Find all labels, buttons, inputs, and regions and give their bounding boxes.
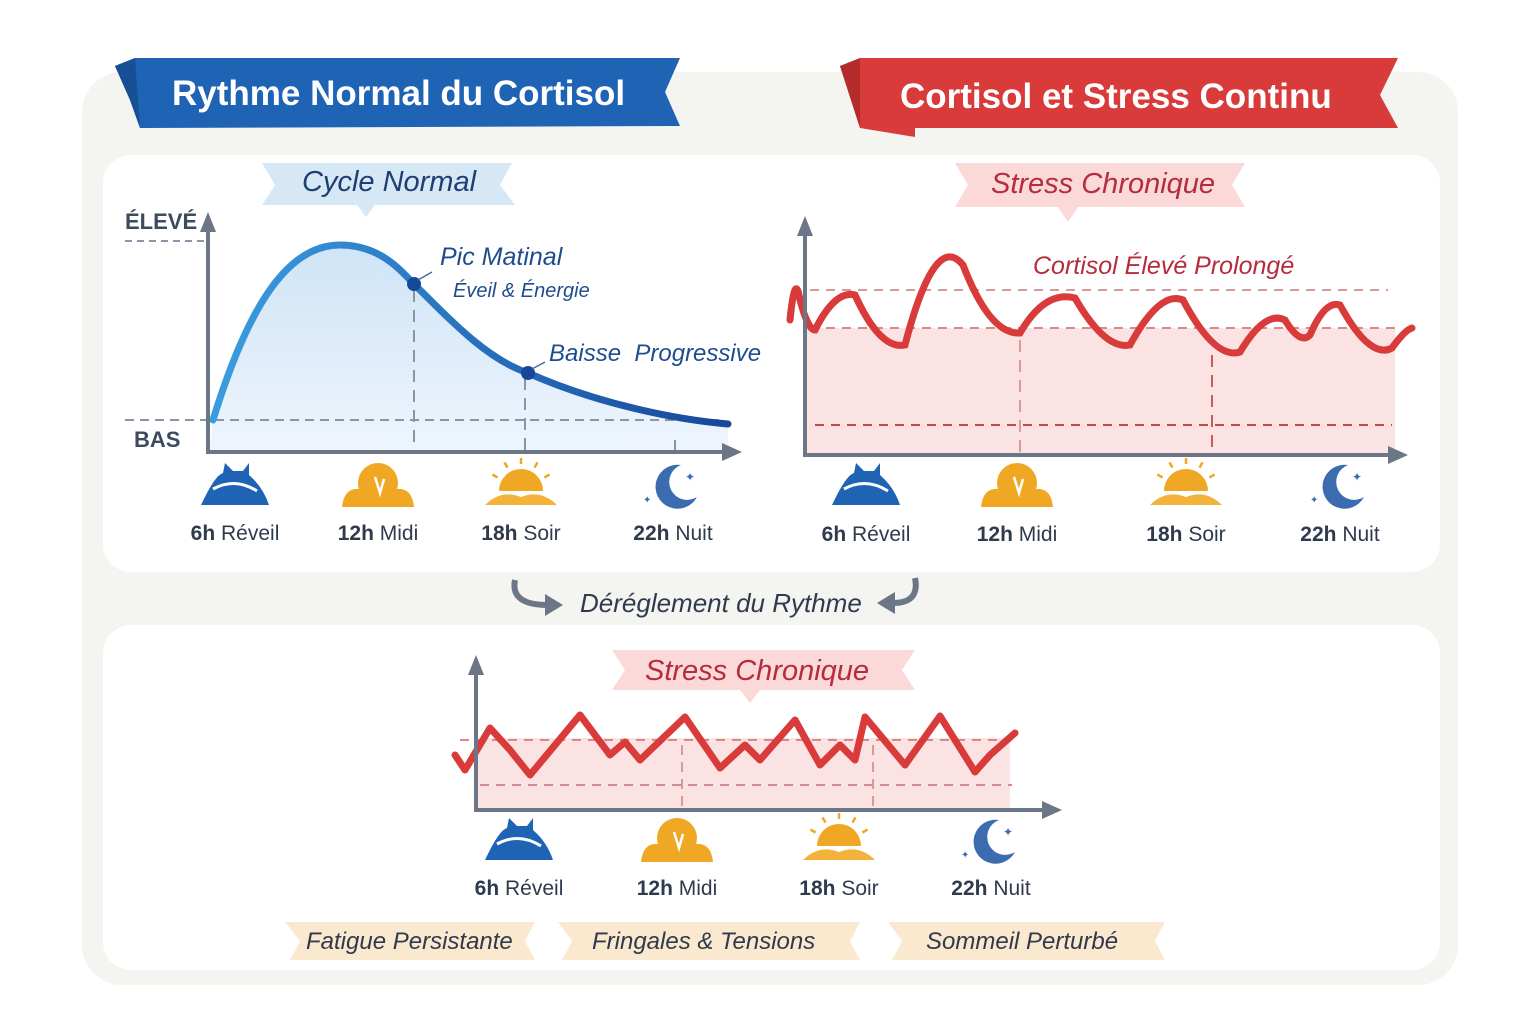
- left-title-ribbon: [115, 58, 680, 128]
- period-label: Soir: [523, 522, 561, 545]
- time-label: 22h Nuit: [1295, 523, 1385, 547]
- midday-sun-icon: [342, 463, 414, 507]
- waking-icon: [832, 463, 900, 505]
- hour-label: 22h: [951, 877, 988, 900]
- stress-label-top: Stress Chronique: [991, 168, 1216, 200]
- tag-fringales: [558, 922, 860, 960]
- tag-fatigue-label: Fatigue Persistante: [306, 928, 513, 955]
- svg-text:✦: ✦: [643, 495, 651, 506]
- svg-text:✦: ✦: [1003, 825, 1013, 839]
- hour-label: 12h: [976, 523, 1013, 546]
- waking-icon: [201, 463, 269, 505]
- svg-text:✦: ✦: [961, 850, 969, 861]
- hour-label: 6h: [190, 522, 216, 545]
- hour-label: 22h: [633, 522, 670, 545]
- decline-annotation: Baisse Progressive: [549, 340, 762, 367]
- y-high-label: ÉLEVÉ: [125, 209, 198, 234]
- moon-icon: ✦✦: [961, 819, 1015, 864]
- y-low-label: BAS: [134, 427, 181, 452]
- time-label: 12h Midi: [632, 877, 722, 901]
- sunset-icon: [803, 813, 875, 860]
- period-label: Réveil: [505, 877, 564, 900]
- peak-annotation-sub: Éveil & Énergie: [453, 280, 590, 302]
- period-label: Réveil: [221, 522, 280, 545]
- hour-label: 18h: [1146, 523, 1183, 546]
- period-label: Soir: [1188, 523, 1226, 546]
- svg-text:✦: ✦: [1310, 495, 1318, 506]
- period-label: Midi: [678, 877, 718, 900]
- time-label: 6h Réveil: [474, 877, 564, 901]
- period-label: Midi: [1018, 523, 1058, 546]
- time-label: 18h Soir: [1141, 523, 1231, 547]
- period-label: Nuit: [675, 522, 713, 545]
- tag-fatigue: [285, 922, 535, 960]
- stress-cortisol-curve: [786, 253, 1416, 357]
- transition-label: Déréglement du Rythme: [580, 588, 862, 618]
- hour-label: 6h: [474, 877, 500, 900]
- hour-label: 12h: [636, 877, 673, 900]
- elevated-annotation: Cortisol Élevé Prolongé: [1033, 252, 1295, 280]
- time-label: 12h Midi: [333, 522, 423, 546]
- decline-point: [521, 366, 535, 380]
- stress-label-bottom: Stress Chronique: [645, 655, 870, 687]
- tag-sommeil-label: Sommeil Perturbé: [926, 928, 1119, 955]
- period-label: Nuit: [993, 877, 1031, 900]
- moon-icon: ✦✦: [643, 464, 697, 509]
- period-label: Soir: [841, 877, 879, 900]
- period-label: Midi: [379, 522, 419, 545]
- stress-banner-top: [955, 163, 1245, 222]
- waking-icon: [485, 818, 553, 860]
- time-label: 22h Nuit: [946, 877, 1036, 901]
- moon-icon: ✦✦: [1310, 464, 1364, 509]
- hour-label: 18h: [481, 522, 518, 545]
- midday-sun-icon: [641, 818, 713, 862]
- time-label: 12h Midi: [972, 523, 1062, 547]
- tag-fringales-label: Fringales & Tensions: [592, 928, 816, 955]
- time-label: 6h Réveil: [821, 523, 911, 547]
- hour-label: 22h: [1300, 523, 1337, 546]
- hour-label: 18h: [799, 877, 836, 900]
- peak-point: [407, 277, 421, 291]
- right-title: Cortisol et Stress Continu: [900, 77, 1332, 116]
- bottom-stress-curve: [451, 711, 1019, 779]
- right-title-ribbon: [840, 58, 1398, 137]
- cycle-normal-banner: [262, 163, 515, 217]
- svg-text:✦: ✦: [685, 470, 695, 484]
- period-label: Nuit: [1342, 523, 1380, 546]
- time-label: 22h Nuit: [628, 522, 718, 546]
- hour-label: 6h: [821, 523, 847, 546]
- tag-sommeil: [888, 922, 1165, 960]
- midday-sun-icon: [981, 463, 1053, 507]
- time-label: 18h Soir: [794, 877, 884, 901]
- stress-banner-bottom: [612, 650, 915, 703]
- period-label: Réveil: [852, 523, 911, 546]
- time-label: 18h Soir: [476, 522, 566, 546]
- svg-text:✦: ✦: [1352, 470, 1362, 484]
- hour-label: 12h: [337, 522, 374, 545]
- time-label: 6h Réveil: [190, 522, 280, 546]
- sunset-icon: [485, 458, 557, 505]
- peak-annotation: Pic Matinal: [440, 243, 563, 271]
- cycle-normal-label: Cycle Normal: [302, 166, 477, 198]
- left-curved-arrow-icon: [511, 579, 549, 608]
- sunset-icon: [1150, 458, 1222, 505]
- left-title: Rythme Normal du Cortisol: [172, 74, 626, 113]
- right-curved-arrow-icon: [892, 577, 919, 606]
